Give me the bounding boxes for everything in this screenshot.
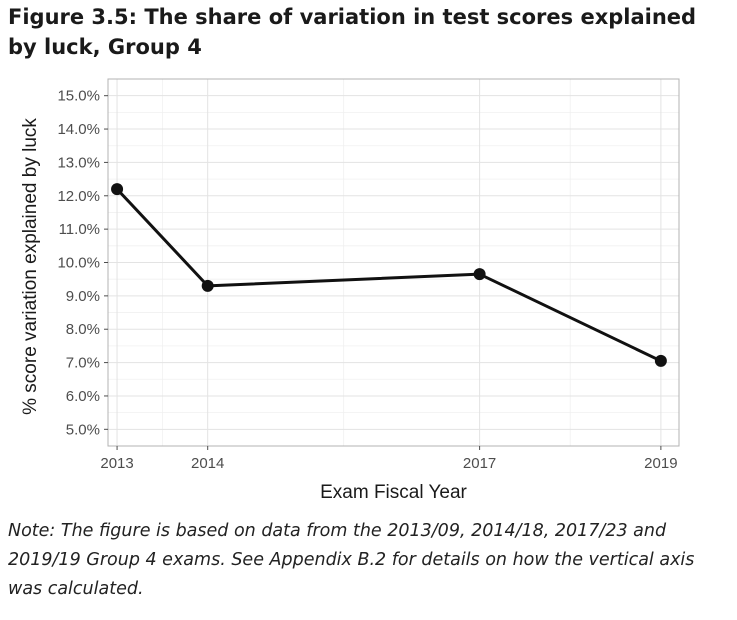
y-tick-label: 6.0%: [66, 388, 100, 405]
figure-note: Note: The figure is based on data from t…: [8, 521, 695, 599]
y-tick-label: 5.0%: [66, 421, 100, 438]
y-tick-label: 13.0%: [57, 154, 100, 171]
y-tick-label: 7.0%: [66, 355, 100, 372]
x-tick-label: 2014: [191, 455, 224, 472]
major-gridlines: [108, 79, 679, 446]
data-point: [654, 354, 667, 367]
y-tick-label: 11.0%: [59, 221, 100, 238]
data-point: [201, 279, 214, 292]
y-axis-title: % score variation explained by luck: [20, 118, 41, 415]
y-tick-label: 15.0%: [57, 88, 100, 105]
figure-title: Figure 3.5: The share of variation in te…: [8, 5, 697, 59]
x-axis-title: Exam Fiscal Year: [320, 482, 467, 503]
x-tick-label: 2017: [463, 455, 496, 472]
y-tick-label: 10.0%: [57, 255, 100, 272]
data-point: [111, 183, 124, 196]
data-point: [473, 268, 486, 281]
y-tick-label: 14.0%: [57, 121, 100, 138]
x-tick-label: 2013: [100, 455, 133, 472]
series-line: [115, 187, 663, 363]
series-layer: [111, 183, 667, 367]
x-axis: 2013 2014 2017 2019: [100, 446, 678, 472]
y-tick-label: 8.0%: [66, 321, 100, 338]
y-axis: 5.0% 6.0% 7.0% 8.0% 9.0% 10.0% 11.0% 12.0% 13.0%…: [57, 88, 108, 438]
y-tick-label: 9.0%: [66, 288, 100, 305]
y-tick-label: 12.0%: [57, 188, 100, 205]
x-tick-label: 2019: [644, 455, 677, 472]
